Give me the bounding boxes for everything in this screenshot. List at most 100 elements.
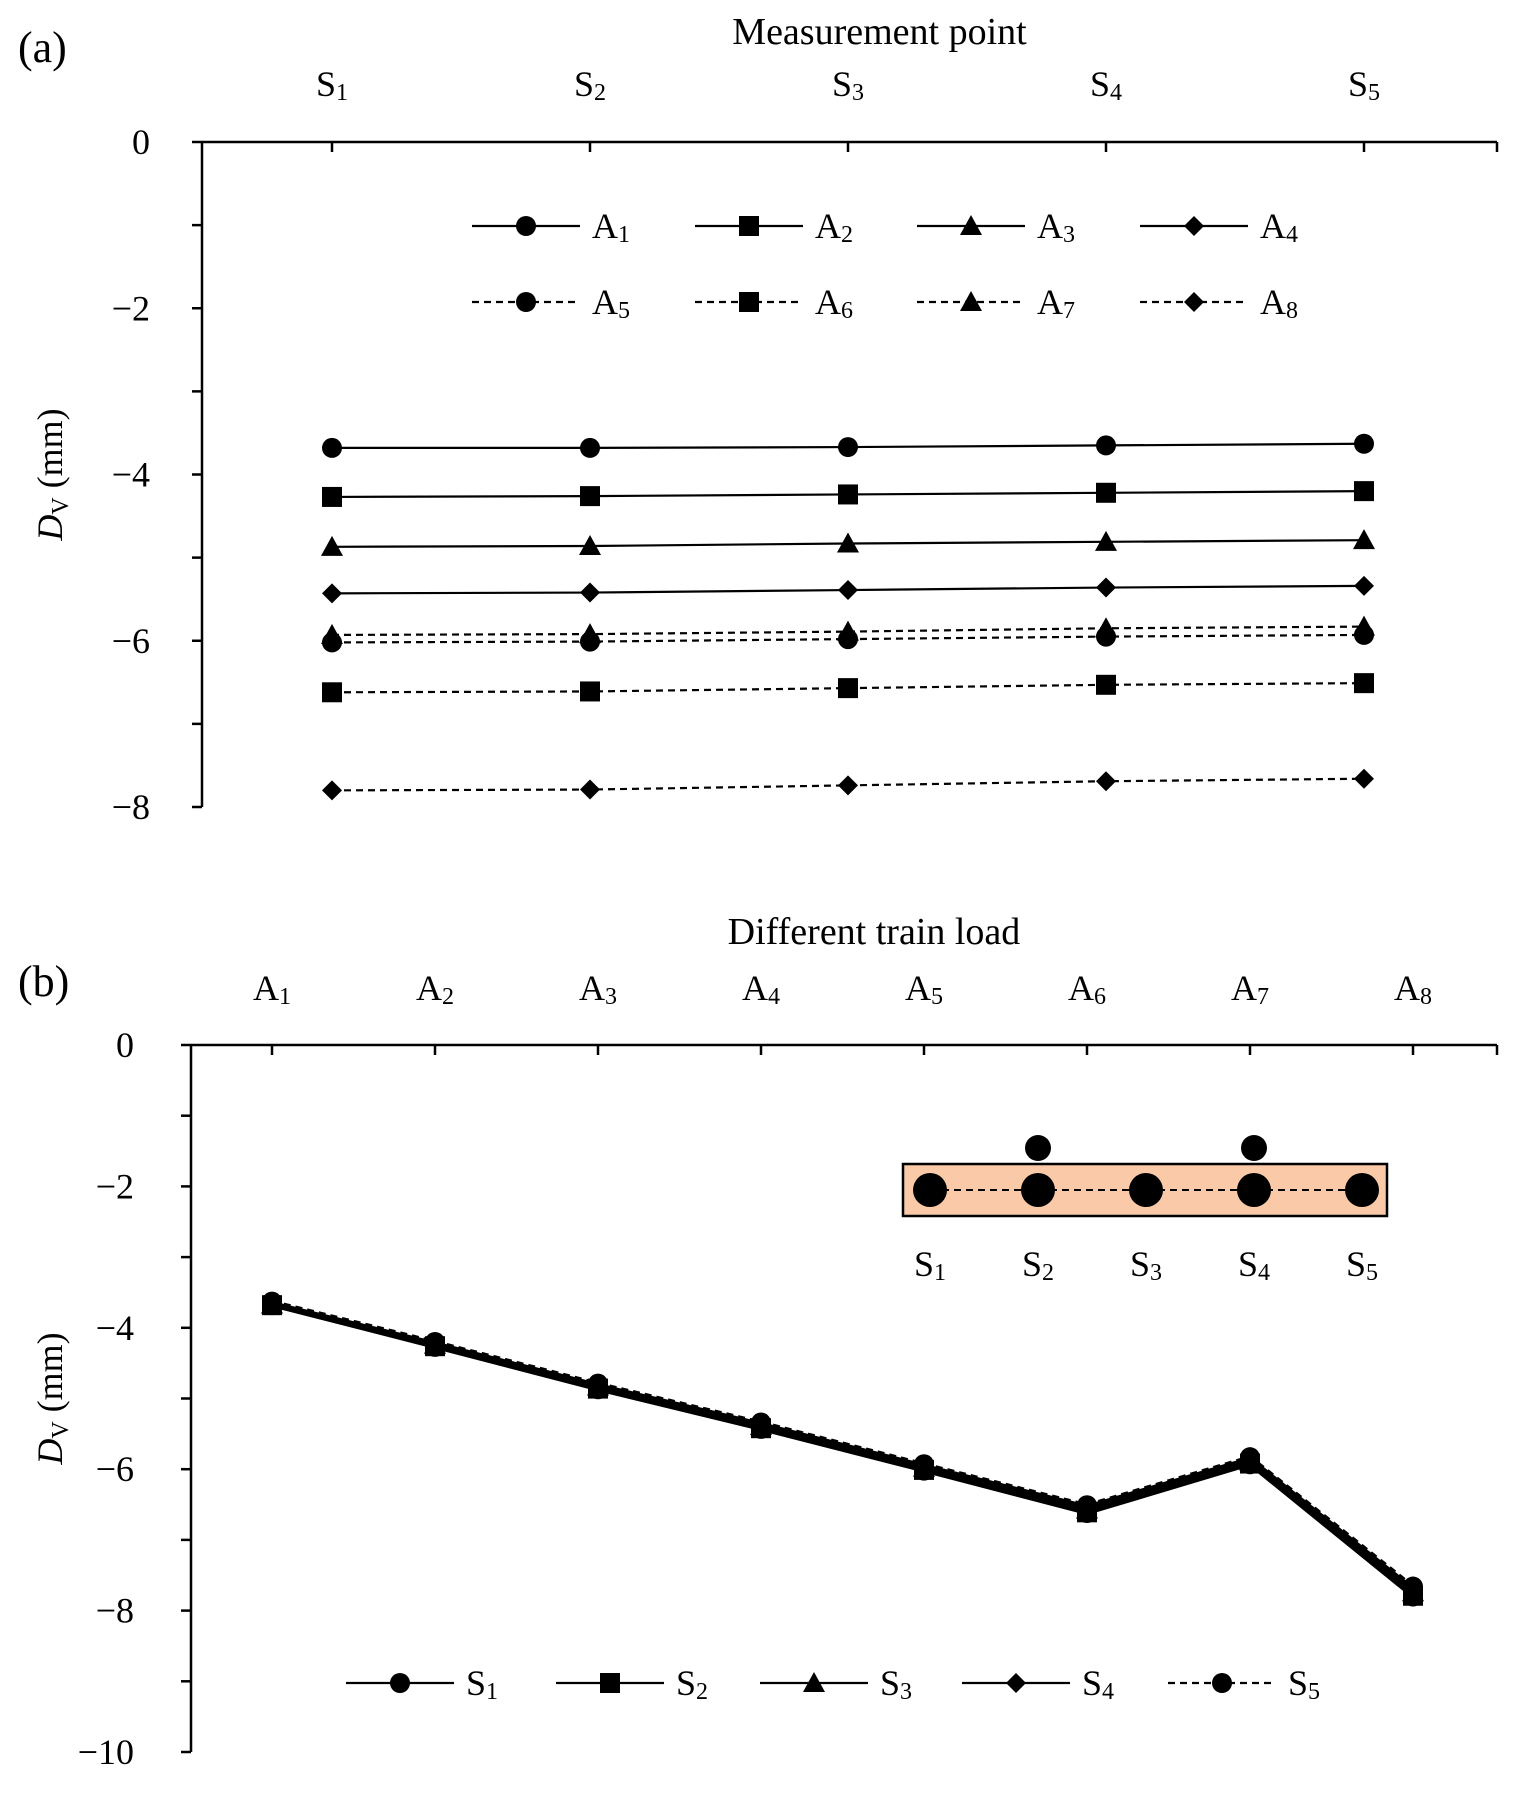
y-tick-label: −6 <box>96 1449 134 1489</box>
data-point <box>322 682 342 703</box>
series-line <box>271 1299 1415 1589</box>
y-tick-label: 0 <box>116 1025 134 1065</box>
y-tick-label: −6 <box>112 621 150 661</box>
data-point <box>321 623 343 644</box>
legend-marker <box>1184 216 1204 236</box>
x-tick-label: A7 <box>1231 968 1269 1010</box>
inset-point <box>1021 1173 1055 1207</box>
legend-label: A4 <box>1260 206 1298 248</box>
data-point <box>1240 1447 1260 1468</box>
y-tick-label: −10 <box>78 1732 134 1772</box>
legend-marker <box>1006 1673 1026 1693</box>
legend-marker <box>960 291 982 311</box>
y-tick-label: 0 <box>132 122 150 162</box>
data-point <box>914 1454 934 1475</box>
data-point <box>1077 1495 1097 1516</box>
inset-point <box>913 1173 947 1207</box>
x-tick-label: A1 <box>253 968 291 1010</box>
data-point <box>838 678 858 699</box>
legend-label: A7 <box>1037 282 1075 324</box>
data-point <box>1096 435 1116 456</box>
x-tick-label: A3 <box>579 968 617 1010</box>
inset-point-label: S1 <box>914 1244 946 1286</box>
inset-point <box>1237 1173 1271 1207</box>
inset-point <box>1129 1173 1163 1207</box>
legend-label: S4 <box>1082 1663 1114 1705</box>
legend-marker <box>1212 1673 1232 1693</box>
data-point <box>1403 1576 1423 1597</box>
data-point <box>1095 617 1117 638</box>
x-tick-label: A8 <box>1394 968 1432 1010</box>
data-point <box>837 620 859 641</box>
x-tick-label: A5 <box>905 968 943 1010</box>
data-point <box>1353 529 1375 550</box>
data-point <box>588 1373 608 1394</box>
legend-label: A5 <box>592 282 630 324</box>
legend-marker <box>516 216 536 236</box>
data-point <box>1096 482 1116 503</box>
inset-point-label: S2 <box>1022 1244 1054 1286</box>
legend-label: S3 <box>880 1663 912 1705</box>
legend-marker <box>739 292 759 312</box>
data-point <box>322 437 342 458</box>
data-point <box>580 582 600 603</box>
data-point <box>1354 433 1374 454</box>
y-tick-label: −4 <box>96 1308 134 1348</box>
legend-label: A3 <box>1037 206 1075 248</box>
legend-label: A6 <box>815 282 853 324</box>
inset-schematic: S1 S2 S3 S4 S5 <box>901 1135 1389 1286</box>
x-tick-label: S4 <box>1090 64 1122 106</box>
legend-label: A1 <box>592 206 630 248</box>
data-point <box>425 1331 445 1352</box>
data-point <box>1096 577 1116 598</box>
data-point <box>322 780 342 801</box>
data-point <box>580 486 600 507</box>
data-point <box>1353 615 1375 636</box>
legend-marker <box>600 1673 620 1693</box>
data-point <box>579 623 601 644</box>
y-axis-title: DV (mm) <box>30 408 74 541</box>
legend-marker <box>739 216 759 236</box>
data-point <box>838 580 858 601</box>
y-tick-label: −4 <box>112 455 150 495</box>
data-point <box>321 535 343 556</box>
legend-marker <box>390 1673 410 1693</box>
inset-point <box>1345 1173 1379 1207</box>
data-point <box>1354 575 1374 596</box>
data-point <box>838 437 858 458</box>
inset-point-label: S3 <box>1130 1244 1162 1286</box>
data-point <box>838 775 858 796</box>
data-point <box>322 583 342 604</box>
x-axis-title: Different train load <box>728 911 1021 953</box>
x-tick-label: S5 <box>1348 64 1380 106</box>
y-tick-label: −2 <box>112 288 150 328</box>
data-point <box>579 534 601 555</box>
data-point <box>838 484 858 505</box>
legend-label: S2 <box>676 1663 708 1705</box>
legend-marker <box>960 215 982 235</box>
data-point <box>1354 673 1374 694</box>
y-axis-title: DV (mm) <box>30 1332 74 1465</box>
x-tick-label: S1 <box>316 64 348 106</box>
data-point <box>580 681 600 702</box>
x-tick-label: A2 <box>416 968 454 1010</box>
x-tick-label: S3 <box>832 64 864 106</box>
data-point <box>580 437 600 458</box>
data-point <box>1096 771 1116 792</box>
chart-panel-b: (b) Different train load A1 A2 A3 A4 A5 A6 A7 A8 0… <box>18 911 1499 1772</box>
y-tick-label: −2 <box>96 1166 134 1206</box>
data-point <box>751 1412 771 1433</box>
inset-wheel-marker <box>1241 1135 1267 1161</box>
y-tick-label: −8 <box>112 787 150 827</box>
x-tick-label: A6 <box>1068 968 1106 1010</box>
legend-label: S5 <box>1288 1663 1320 1705</box>
inset-point-label: S5 <box>1346 1244 1378 1286</box>
data-point <box>262 1291 282 1312</box>
data-point <box>1354 481 1374 502</box>
data-point <box>1095 530 1117 551</box>
data-point <box>1354 768 1374 789</box>
legend-marker <box>516 292 536 312</box>
chart-panel-a: (a) Measurement point S1 S2 S3 S4 S5 0 −2 −4 −6 −8 A… <box>18 11 1499 827</box>
legend-marker <box>803 1672 825 1692</box>
